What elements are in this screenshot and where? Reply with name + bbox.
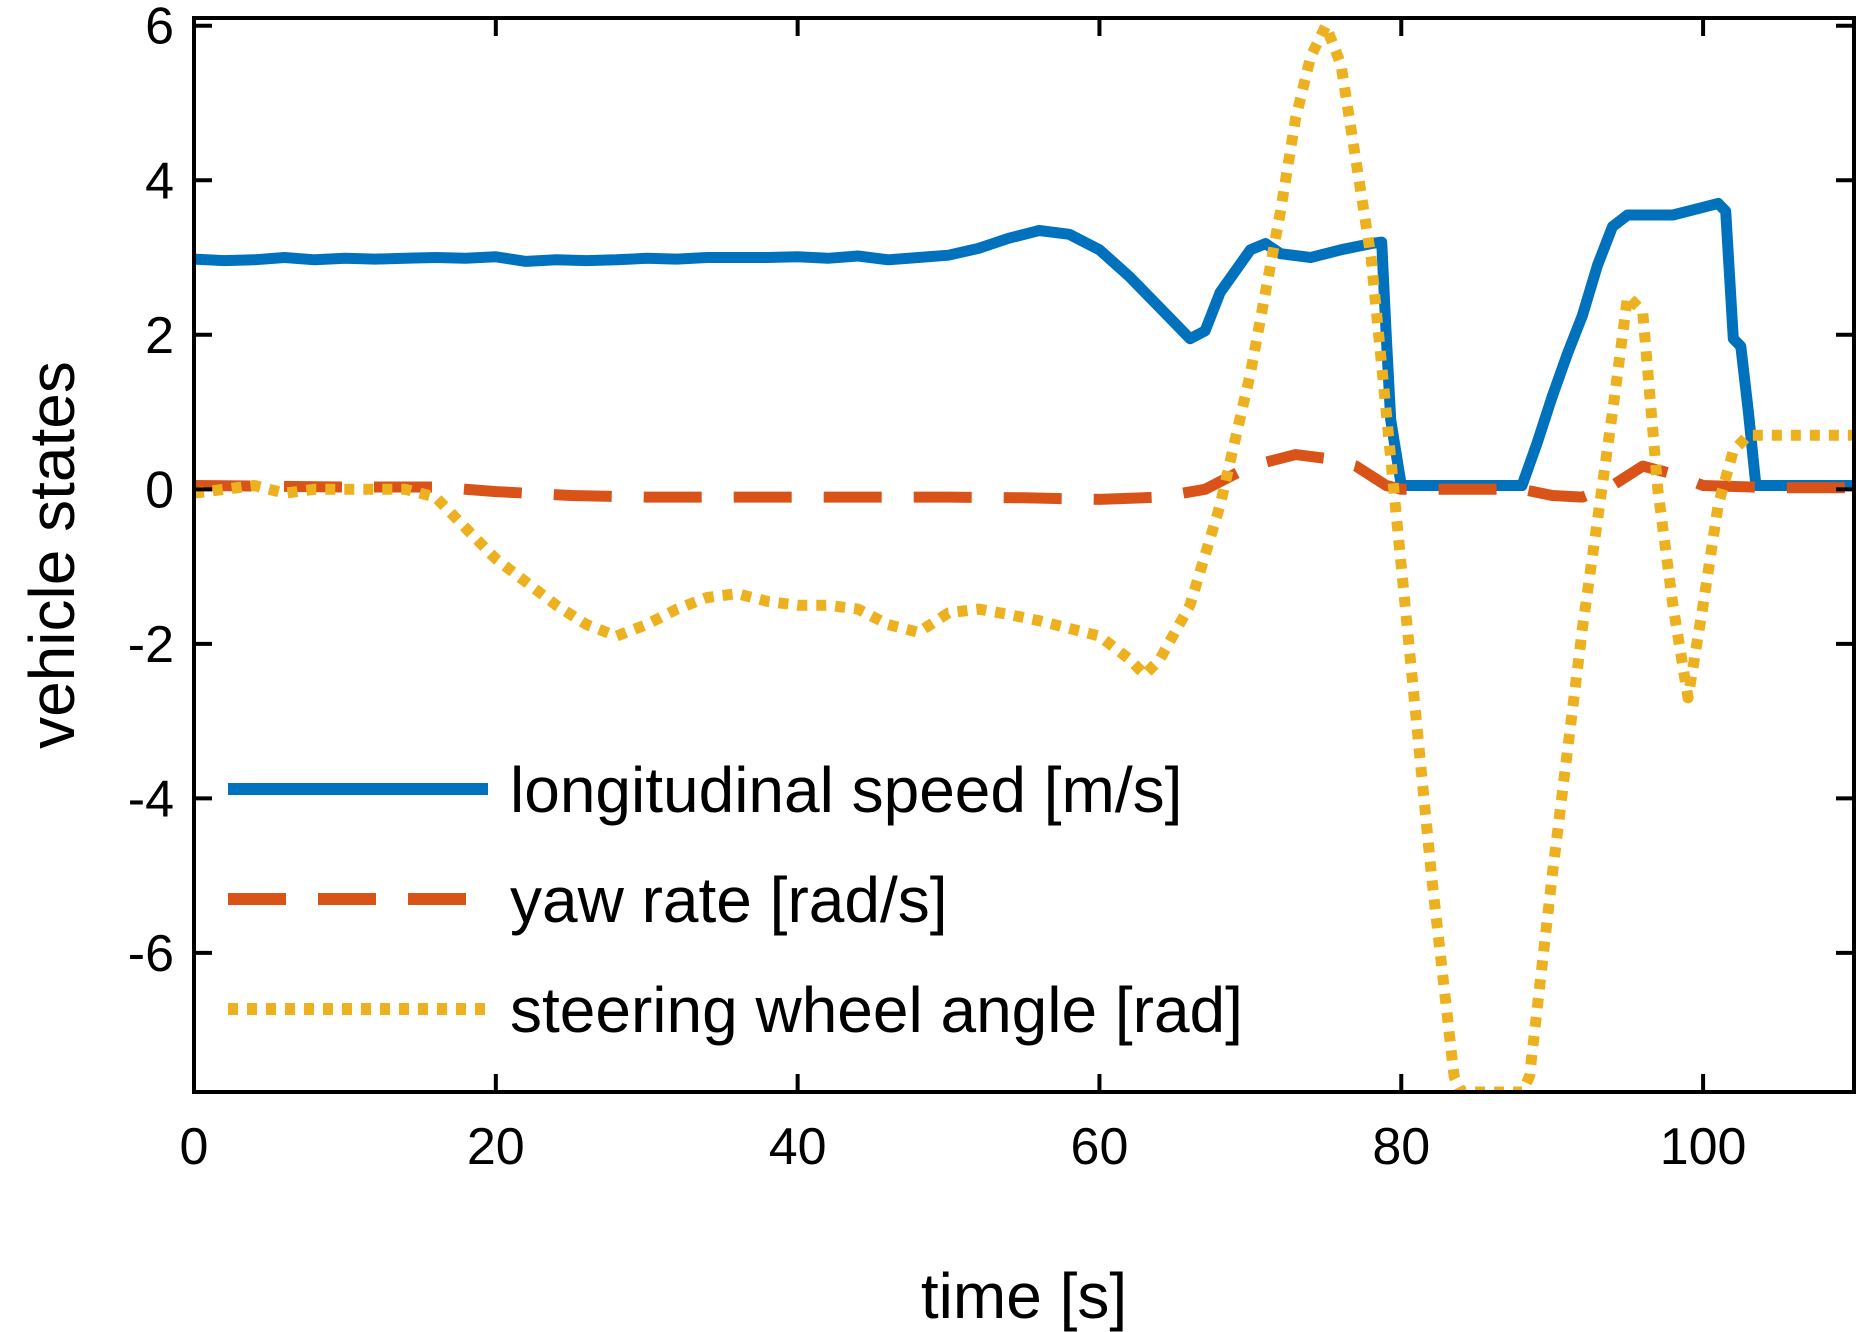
plot-frame bbox=[192, 16, 1856, 1094]
x-tick-label: 20 bbox=[467, 1118, 525, 1176]
x-axis-title: time [s] bbox=[921, 1260, 1127, 1332]
y-tick-label: 6 bbox=[145, 0, 174, 56]
y-axis-title: vehicle states bbox=[16, 361, 88, 749]
y-tick-label: 0 bbox=[145, 461, 174, 519]
legend-label-yaw-rate: yaw rate [rad/s] bbox=[510, 864, 948, 936]
x-tick-label: 100 bbox=[1660, 1118, 1747, 1176]
series-line-2 bbox=[194, 20, 1854, 1092]
series-line-1 bbox=[194, 449, 1854, 505]
ticks-layer: 0 20 40 60 80 100 -6 -4 -2 0 2 4 6 bbox=[128, 0, 1854, 1176]
y-tick-label: -2 bbox=[128, 616, 174, 674]
y-tick-label: 4 bbox=[145, 152, 174, 210]
legend-label-longitudinal-speed: longitudinal speed [m/s] bbox=[510, 754, 1182, 826]
series-layer bbox=[194, 20, 1854, 1092]
x-tick-label: 80 bbox=[1372, 1118, 1430, 1176]
legend: longitudinal speed [m/s] yaw rate [rad/s… bbox=[228, 754, 1243, 1046]
y-tick-label: -6 bbox=[128, 925, 174, 983]
y-tick-label: -4 bbox=[128, 770, 174, 828]
x-tick-label: 60 bbox=[1071, 1118, 1129, 1176]
x-tick-label: 0 bbox=[180, 1118, 209, 1176]
y-tick-label: 2 bbox=[145, 307, 174, 365]
x-tick-label: 40 bbox=[769, 1118, 827, 1176]
series-line-0 bbox=[194, 197, 1854, 491]
legend-label-steering-wheel-angle: steering wheel angle [rad] bbox=[510, 974, 1243, 1046]
